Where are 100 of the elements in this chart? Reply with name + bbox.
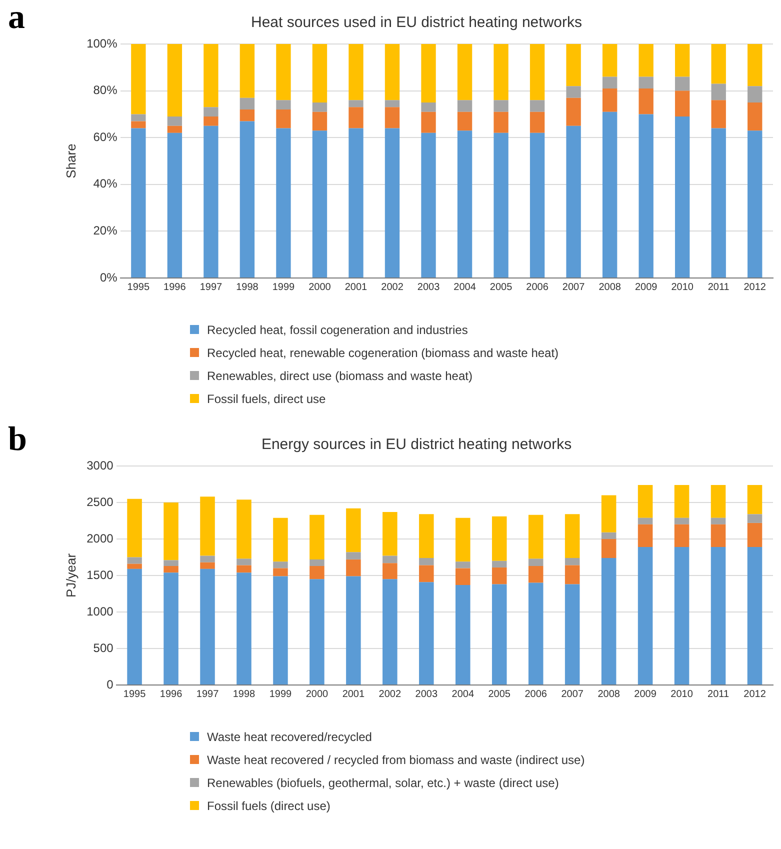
bar: [601, 532, 616, 539]
x-tick-label: 2006: [526, 282, 549, 293]
legend-label: Recycled heat, renewable cogeneration (biomass and waste heat): [207, 346, 559, 360]
bar: [312, 102, 328, 112]
bar: [564, 558, 580, 566]
bar: [273, 576, 288, 684]
bar: [601, 558, 616, 684]
bar: [638, 76, 654, 88]
bar: [240, 121, 255, 278]
bar: [167, 126, 182, 133]
x-tick-label: 2003: [415, 688, 438, 700]
bar: [312, 112, 328, 131]
bar: [127, 557, 142, 564]
bar: [276, 44, 291, 100]
bar: [710, 547, 726, 684]
bar: [164, 566, 178, 573]
bar: [528, 582, 544, 684]
bar: [638, 88, 654, 114]
bar: [421, 112, 436, 133]
x-tick-label: 1998: [232, 688, 256, 700]
bar: [384, 107, 400, 128]
bar: [419, 582, 434, 684]
x-tick-label: 2000: [308, 282, 332, 293]
bar: [164, 502, 178, 560]
bar: [240, 98, 255, 110]
bar: [492, 516, 507, 561]
bar: [747, 547, 762, 684]
bar: [530, 100, 545, 112]
x-tick-label: 1997: [196, 688, 220, 700]
bar: [566, 44, 581, 86]
bar: [421, 44, 436, 102]
x-tick-label: 2012: [744, 282, 766, 293]
bar: [346, 508, 361, 552]
bar: [456, 584, 470, 684]
bar: [310, 566, 324, 580]
bar: [276, 128, 291, 278]
bar: [675, 116, 690, 278]
y-tick-label: 1000: [86, 604, 114, 618]
bar: [711, 128, 726, 278]
bar: [348, 128, 364, 278]
bar: [638, 44, 654, 77]
x-tick-label: 2004: [452, 688, 474, 700]
bar: [310, 559, 324, 566]
bar: [530, 112, 545, 133]
bar: [419, 558, 434, 566]
bar: [310, 514, 324, 560]
bar: [675, 76, 690, 91]
bar: [131, 114, 146, 122]
bar: [384, 128, 400, 278]
text: b: [8, 421, 27, 458]
x-tick-label: 2006: [524, 688, 548, 700]
bar: [675, 44, 690, 77]
bar: [310, 579, 324, 684]
y-tick-label: 100%: [86, 36, 118, 50]
bar: [382, 563, 398, 580]
bar: [131, 44, 146, 114]
bar: [638, 518, 653, 524]
bar: [384, 44, 400, 100]
bar: [674, 524, 690, 548]
y-axis-title: PJ/year: [63, 552, 78, 598]
bar: [200, 496, 215, 556]
legend-label: Fossil fuels, direct use: [207, 392, 326, 406]
bar: [348, 44, 364, 100]
bar: [674, 518, 690, 524]
bar: [131, 121, 146, 128]
legend-label: Fossil fuels (direct use): [207, 798, 330, 812]
x-tick-label: 2011: [708, 688, 730, 700]
bar: [348, 107, 364, 128]
bar: [566, 126, 581, 278]
bar: [492, 560, 507, 568]
bar: [421, 132, 436, 278]
bar: [494, 44, 508, 100]
x-tick-label: 2008: [598, 688, 620, 700]
bar: [167, 132, 182, 278]
y-tick-label: 40%: [93, 176, 118, 191]
x-tick-label: 2007: [562, 282, 586, 293]
bar: [601, 539, 616, 558]
bar: [492, 584, 507, 684]
bar: [236, 572, 252, 684]
x-tick-label: 2002: [378, 688, 402, 700]
bar: [564, 565, 580, 584]
x-tick-label: 2001: [342, 688, 365, 700]
bar: [747, 484, 762, 514]
x-tick-label: 1995: [123, 688, 146, 700]
bar: [236, 500, 252, 559]
y-tick-label: 60%: [93, 130, 118, 144]
x-tick-label: 2001: [344, 282, 368, 293]
bar: [528, 514, 544, 559]
legend-label: Renewables (biofuels, geothermal, solar, etc.) + waste (direct use): [207, 776, 559, 790]
bar: [236, 565, 252, 573]
bar: [638, 114, 654, 278]
bar: [127, 564, 142, 569]
bar: [494, 112, 508, 133]
bar: [127, 568, 142, 684]
legend-label: Waste heat recovered / recycled from biomass and waste (indirect use): [207, 752, 585, 766]
bar: [710, 484, 726, 518]
x-tick-label: 1999: [272, 282, 296, 293]
bar: [200, 556, 215, 562]
bar: [276, 100, 291, 110]
bar: [131, 128, 146, 278]
